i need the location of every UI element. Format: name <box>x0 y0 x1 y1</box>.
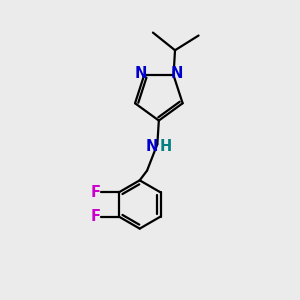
Text: N: N <box>171 66 183 81</box>
Text: F: F <box>91 209 101 224</box>
Text: F: F <box>91 185 101 200</box>
Text: N: N <box>146 139 158 154</box>
Text: N: N <box>134 66 147 81</box>
Text: H: H <box>160 139 172 154</box>
